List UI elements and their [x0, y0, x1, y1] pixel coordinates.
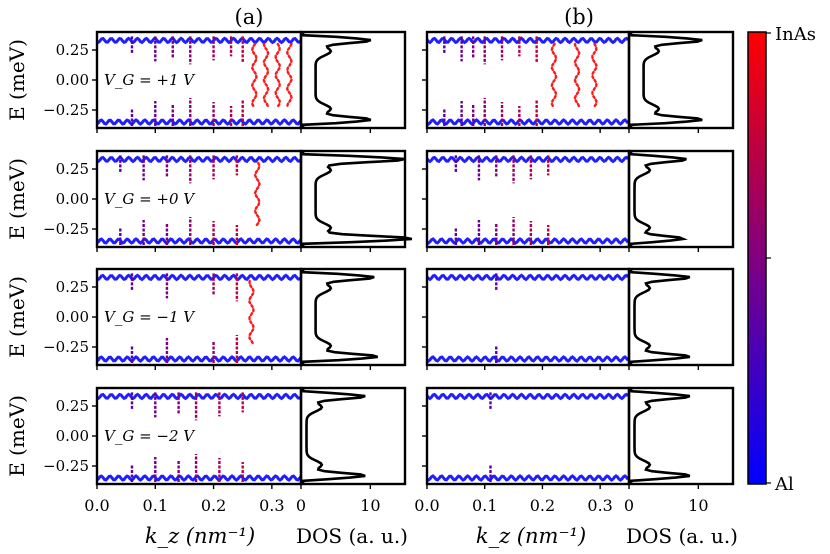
band-axes-frame [425, 386, 631, 486]
panel-a-row-1: 0.25 0.00 −0.25 V_G = +1 V [43, 30, 407, 133]
dos-curve [629, 32, 703, 128]
y-tick-label: 0.00 [56, 190, 89, 208]
dos-curve [629, 388, 691, 484]
colorbar-label-top: InAs [775, 24, 816, 45]
y-tick-label: 0.25 [56, 397, 89, 415]
vg-annotation: V_G = +0 V [104, 190, 196, 208]
dos-axes-frame [627, 386, 735, 486]
dos-axes-frame [627, 149, 735, 249]
band-lower [96, 355, 303, 363]
band-upper [96, 36, 303, 45]
x-tick-label: 0.2 [530, 496, 555, 515]
dos-axes-frame [299, 30, 407, 130]
band-axes-frame [425, 267, 631, 367]
band-upper [425, 273, 630, 282]
band-upper [425, 155, 630, 164]
dos-axes-frame [299, 149, 407, 249]
band-lower [426, 474, 630, 482]
inas-state [573, 42, 581, 109]
panel-b-row-3 [422, 267, 735, 370]
inas-state [591, 42, 598, 109]
ylabel: E (meV) [5, 39, 29, 121]
y-tick-label: −0.25 [43, 220, 89, 238]
panel-b-row-4: 0.0 0.1 0.2 0.3 0 10 [414, 386, 735, 515]
dos-curve [301, 151, 413, 247]
vg-annotation: V_G = −2 V [104, 427, 196, 445]
panel-a-row-3: 0.25 0.00 −0.25 V_G = −1 V [43, 267, 407, 370]
dos-axes-frame [299, 386, 407, 486]
band-upper [96, 155, 303, 164]
band-upper [425, 36, 630, 45]
subplot-grid: 0.250.00−0.25V_G = +1 VE (meV)0.250.00−0… [5, 30, 735, 515]
x-tick-label: 0.2 [201, 496, 226, 515]
colorbar-label-bottom: Al [774, 474, 794, 495]
xlabel-kz-b: k_z (nm⁻¹) [476, 524, 586, 548]
inas-state [248, 279, 255, 346]
y-tick-label: −0.25 [43, 101, 89, 119]
ylabel: E (meV) [5, 158, 29, 240]
panel-label-b: (b) [564, 5, 594, 29]
inas-state [250, 42, 258, 109]
inas-state [253, 161, 261, 228]
y-tick-label: 0.25 [56, 41, 89, 59]
band-lower [96, 118, 303, 126]
band-lower [96, 237, 303, 245]
band-lower [426, 237, 630, 245]
dos-curve [629, 151, 688, 247]
y-tick-label: −0.25 [43, 457, 89, 475]
band-upper [425, 392, 630, 401]
x-tick-label: 0.0 [414, 496, 439, 515]
band-axes-frame [425, 149, 631, 249]
x-tick-label: 0.0 [84, 496, 109, 515]
band-axes-frame [425, 30, 631, 130]
panel-b-row-1 [422, 30, 735, 133]
y-tick-label: 0.25 [56, 278, 89, 296]
y-tick-label: 0.25 [56, 160, 89, 178]
band-upper [96, 392, 303, 401]
band-lower [426, 355, 630, 363]
dos-curve [301, 269, 379, 365]
dos-curve [301, 32, 372, 128]
xlabel-dos-b: DOS (a. u.) [626, 524, 738, 548]
x-tick-label: 0.3 [259, 496, 284, 515]
xlabel-dos-a: DOS (a. u.) [296, 524, 408, 548]
dos-tick-label: 10 [688, 496, 708, 515]
ylabel: E (meV) [5, 276, 29, 358]
x-tick-label: 0.1 [472, 496, 497, 515]
band-upper [96, 273, 303, 282]
dos-curve [301, 388, 366, 484]
dos-axes-frame [299, 267, 407, 367]
y-tick-label: 0.00 [56, 71, 89, 89]
dos-tick-label: 10 [360, 496, 380, 515]
y-tick-label: 0.00 [56, 427, 89, 445]
panel-a-row-4: 0.25 0.00 −0.25 0.0 0.1 0.2 0.3 0 10 V_G = −2 V [43, 386, 407, 515]
vg-annotation: V_G = −1 V [104, 308, 196, 326]
y-tick-label: 0.00 [56, 308, 89, 326]
dos-tick-label: 0 [296, 496, 306, 515]
dos-axes-frame [627, 30, 735, 130]
inas-state [262, 42, 270, 109]
panel-a-row-2: 0.25 0.00 −0.25 V_G = +0 V [43, 149, 413, 252]
inas-state [285, 42, 293, 109]
panel-b-row-2 [422, 149, 735, 252]
x-tick-label: 0.1 [143, 496, 168, 515]
panel-label-a: (a) [235, 5, 264, 29]
dos-tick-label: 0 [624, 496, 634, 515]
dos-axes-frame [627, 267, 735, 367]
inas-state [550, 42, 558, 109]
inas-state [274, 42, 281, 109]
dos-curve [629, 269, 691, 365]
xlabel-kz-a: k_z (nm⁻¹) [145, 524, 255, 548]
vg-annotation: V_G = +1 V [104, 71, 196, 89]
ylabel: E (meV) [5, 395, 29, 477]
band-lower [426, 118, 630, 126]
x-tick-label: 0.3 [587, 496, 612, 515]
colorbar [747, 31, 767, 485]
y-tick-label: −0.25 [43, 338, 89, 356]
band-lower [96, 474, 303, 482]
